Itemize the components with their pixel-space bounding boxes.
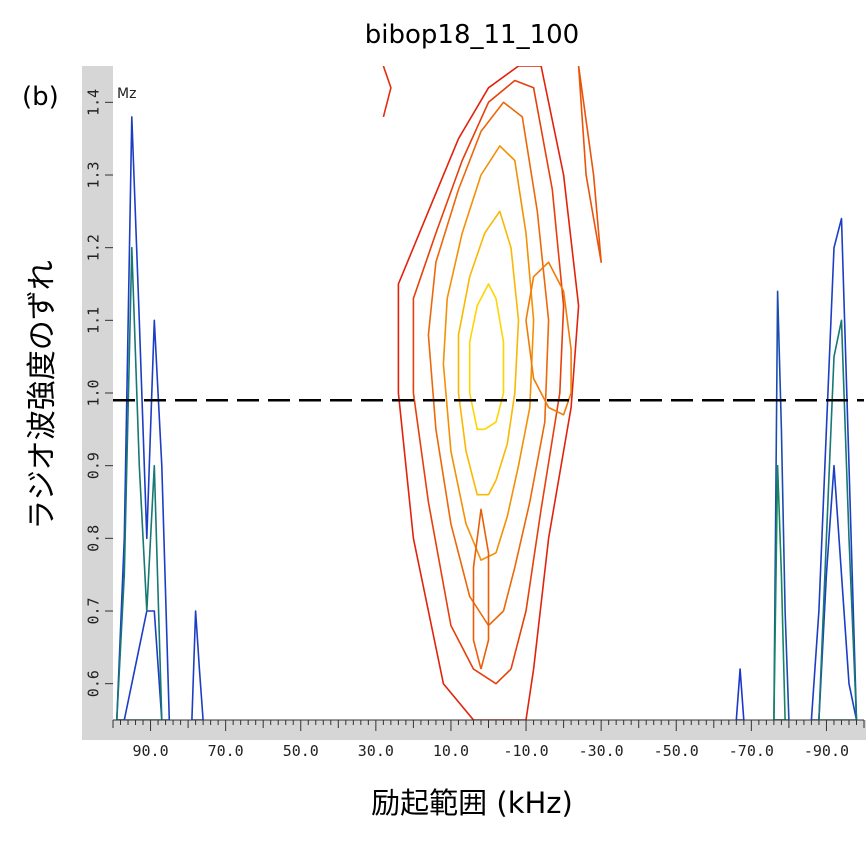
contour-line-13 [773,290,790,720]
panel-label: (b) [22,82,59,112]
x-tick-label: 10.0 [433,742,469,760]
contour-line-11 [810,217,858,720]
y-axis-label: ラジオ波強度のずれ [25,260,60,529]
x-tick-label: 90.0 [132,742,168,760]
x-tick-label: 70.0 [208,742,244,760]
x-axis-label: 励起範囲 (kHz) [371,786,573,820]
contour-line-10 [577,66,603,264]
contour-line-16 [116,116,171,720]
chart-title: bibop18_11_100 [365,20,579,50]
x-tick-label: 30.0 [358,742,394,760]
x-tick-label: -90.0 [804,742,849,760]
contour-line-3 [427,101,550,627]
contour-line-1 [397,66,580,720]
y-tick-label: 1.0 [85,379,103,406]
x-axis: 90.0 70.0 50.0 30.0 10.0 -10.0 -30.0 -50.0 -70.0… [112,719,865,760]
contour-line-5 [457,210,520,496]
x-tick-label: 50.0 [283,742,319,760]
contour-line-7 [525,261,572,416]
y-tick-label: 1.2 [85,234,103,261]
contour-line-18 [191,610,204,720]
mz-label: Mz [117,86,136,102]
x-tick-label: -50.0 [654,742,699,760]
x-tick-label: -10.0 [503,742,548,760]
y-tick-label: 0.7 [85,597,103,624]
x-tick-label: -30.0 [579,742,624,760]
contour-line-17 [116,246,163,720]
contour-line-14 [773,464,786,720]
y-tick-label: 0.6 [85,670,103,697]
y-tick-label: 0.9 [85,452,103,479]
y-tick-label: 1.1 [85,307,103,334]
x-tick-label: -70.0 [729,742,774,760]
y-axis: 0.6 0.7 0.8 0.9 1.0 1.1 1.2 1.3 1.4 [85,89,113,697]
contour-line-6 [468,283,505,431]
plot-area [113,66,866,720]
contour-line-12 [818,319,858,720]
contour-line-15 [735,668,745,720]
contour-lines [116,66,858,720]
y-tick-label: 1.4 [85,89,103,116]
contour-line-9 [382,66,392,118]
contour-line-2 [412,79,565,685]
y-tick-label: 0.8 [85,525,103,552]
y-tick-label: 1.3 [85,161,103,188]
contour-line-4 [442,145,535,561]
contour-line-8 [472,508,490,670]
